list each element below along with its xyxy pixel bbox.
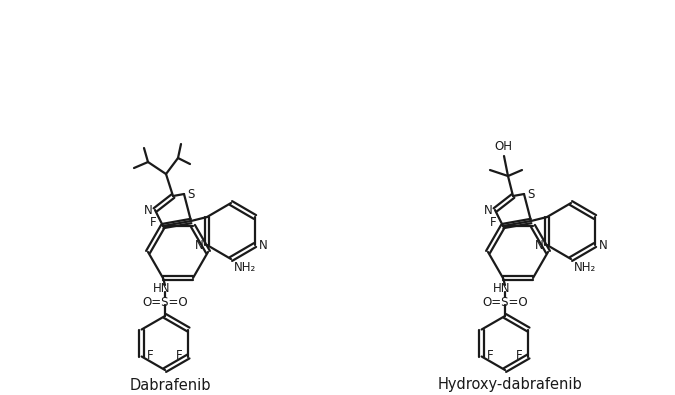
Text: N: N bbox=[144, 203, 153, 216]
Text: N: N bbox=[194, 239, 203, 252]
Text: F: F bbox=[147, 349, 154, 362]
Text: F: F bbox=[176, 349, 183, 362]
Text: HN: HN bbox=[153, 282, 171, 295]
Text: S: S bbox=[527, 188, 535, 201]
Text: O=S=O: O=S=O bbox=[482, 295, 528, 308]
Text: NH₂: NH₂ bbox=[234, 261, 256, 273]
Text: Hydroxy-dabrafenib: Hydroxy-dabrafenib bbox=[437, 378, 583, 393]
Text: F: F bbox=[487, 349, 494, 362]
Text: N: N bbox=[483, 203, 492, 216]
Text: N: N bbox=[599, 239, 608, 252]
Text: OH: OH bbox=[494, 139, 512, 152]
Text: F: F bbox=[489, 216, 496, 229]
Text: N: N bbox=[535, 239, 543, 252]
Text: F: F bbox=[516, 349, 522, 362]
Text: HN: HN bbox=[493, 282, 511, 295]
Text: S: S bbox=[187, 188, 194, 201]
Text: N: N bbox=[259, 239, 267, 252]
Text: O=S=O: O=S=O bbox=[142, 295, 188, 308]
Text: F: F bbox=[150, 216, 157, 229]
Text: Dabrafenib: Dabrafenib bbox=[129, 378, 211, 393]
Text: NH₂: NH₂ bbox=[574, 261, 596, 273]
